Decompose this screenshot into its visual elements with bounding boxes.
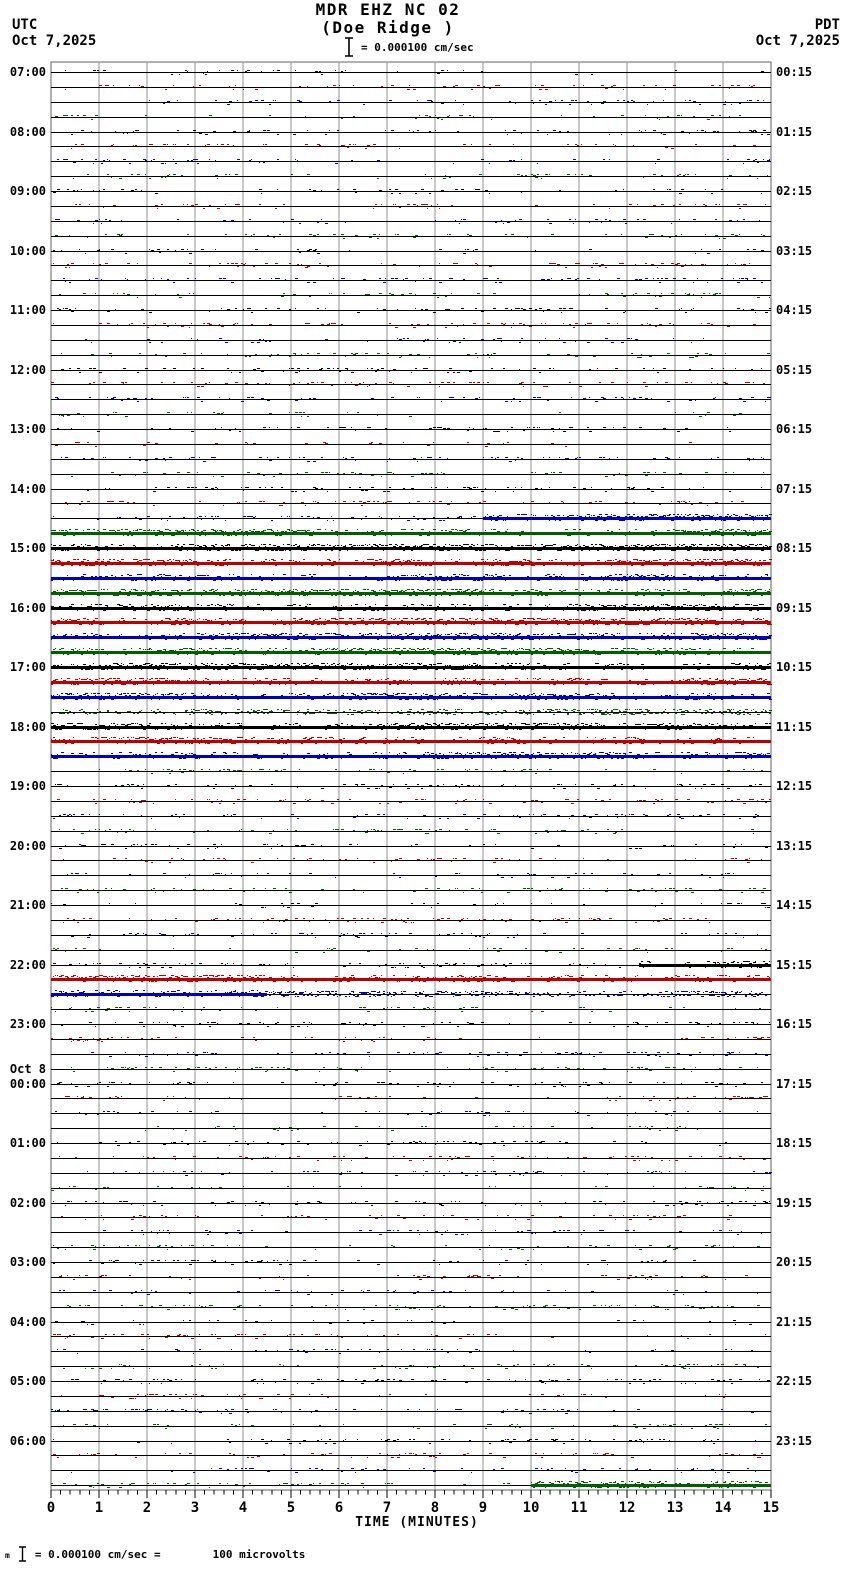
scale-bar-icon (345, 37, 353, 57)
utc-date: Oct 7,2025 (12, 33, 97, 49)
footer-scale-note: m = 0.000100 cm/sec = 100 microvolts (5, 1546, 305, 1562)
scale-bar-icon (18, 1546, 26, 1562)
utc-row-label: 19:00 (9, 779, 46, 793)
x-axis-title: TIME (MINUTES) (355, 1515, 479, 1530)
footer-scale-text: = 0.000100 cm/sec = (34, 1547, 161, 1561)
footer-sub-mark: m (5, 1551, 10, 1560)
pdt-label: PDT (814, 17, 840, 33)
pdt-row-label: 17:15 (776, 1076, 813, 1091)
axis-tick-label: 2 (142, 1500, 152, 1516)
axis-tick-label: 5 (286, 1500, 296, 1516)
utc-row-label: 05:00 (9, 1374, 46, 1388)
pdt-row-label: 08:15 (776, 541, 813, 555)
axis-tick-label: 14 (714, 1500, 732, 1516)
utc-row-label: 01:00 (9, 1136, 46, 1150)
utc-row-label: 15:00 (9, 541, 46, 555)
pdt-row-label: 05:15 (776, 362, 813, 377)
amplitude-scale-legend: = 0.000100 cm/sec (344, 37, 474, 57)
utc-header: UTC Oct 7,2025 (12, 17, 96, 49)
axis-tick-label: 0 (46, 1500, 56, 1516)
pdt-row-label: 22:15 (776, 1374, 813, 1388)
utc-row-label: 14:00 (9, 481, 46, 496)
pdt-row-label: 06:15 (776, 422, 813, 436)
pdt-row-label: 21:15 (776, 1314, 813, 1329)
station-title-block: MDR EHZ NC 02 (Doe Ridge ) (258, 1, 518, 37)
pdt-row-label: 09:15 (776, 600, 813, 615)
pdt-row-label: 03:15 (776, 243, 813, 258)
pdt-date: Oct 7,2025 (755, 33, 840, 49)
utc-row-label: 10:00 (9, 243, 46, 258)
utc-row-label: 06:00 (9, 1433, 46, 1448)
axis-tick-label: 15 (762, 1500, 780, 1516)
axis-tick-label: 6 (334, 1500, 344, 1516)
pdt-row-label: 02:15 (776, 184, 813, 198)
pdt-row-label: 04:15 (776, 303, 813, 317)
pdt-row-label: 00:15 (776, 65, 813, 79)
station-id: MDR EHZ NC 02 (315, 0, 461, 19)
utc-row-label: 03:00 (9, 1255, 46, 1269)
utc-row-label: 22:00 (9, 957, 46, 972)
utc-date-label: Oct 8 (9, 1061, 46, 1076)
axis-tick-label: 7 (382, 1500, 392, 1516)
axis-tick-label: 3 (190, 1500, 200, 1516)
utc-row-label: 18:00 (9, 719, 46, 734)
utc-row-label: 16:00 (9, 600, 46, 615)
scale-value: = 0.000100 cm/sec (361, 40, 474, 54)
utc-row-label: 20:00 (9, 838, 46, 853)
utc-row-label: 21:00 (9, 898, 46, 912)
pdt-row-label: 11:15 (776, 719, 813, 734)
utc-label: UTC (12, 17, 38, 33)
axis-tick-label: 10 (522, 1500, 540, 1516)
pdt-row-label: 19:15 (776, 1195, 813, 1210)
pdt-row-label: 14:15 (776, 898, 813, 912)
pdt-row-label: 18:15 (776, 1136, 813, 1150)
utc-row-label: 11:00 (9, 303, 46, 317)
axis-tick-label: 9 (478, 1500, 488, 1516)
axis-tick-label: 4 (238, 1500, 248, 1516)
axis-tick-label: 1 (94, 1500, 104, 1516)
pdt-row-label: 13:15 (776, 838, 813, 853)
pdt-header: PDT Oct 7,2025 (756, 17, 840, 49)
pdt-row-label: 16:15 (776, 1017, 813, 1031)
footer-equiv-text: 100 microvolts (212, 1547, 306, 1561)
pdt-row-label: 12:15 (776, 779, 813, 793)
utc-row-label: 02:00 (9, 1195, 46, 1210)
utc-row-label: 00:00 (9, 1076, 46, 1091)
station-location: (Doe Ridge ) (321, 18, 455, 37)
pdt-row-label: 23:15 (776, 1433, 813, 1448)
axis-tick-label: 11 (570, 1500, 588, 1516)
pdt-row-label: 07:15 (776, 481, 813, 496)
utc-row-label: 17:00 (9, 660, 46, 674)
utc-row-label: 08:00 (9, 124, 46, 139)
utc-row-label: 09:00 (9, 184, 46, 198)
utc-row-label: 23:00 (9, 1017, 46, 1031)
utc-row-label: 12:00 (9, 362, 46, 377)
utc-row-label: 04:00 (9, 1314, 46, 1329)
axis-tick-label: 12 (618, 1500, 636, 1516)
pdt-row-label: 01:15 (776, 124, 813, 139)
axis-tick-label: 8 (430, 1500, 440, 1516)
utc-row-label: 07:00 (9, 65, 46, 79)
pdt-row-label: 15:15 (776, 957, 813, 972)
axis-tick-label: 13 (666, 1500, 684, 1516)
utc-row-label: 13:00 (9, 422, 46, 436)
pdt-row-label: 20:15 (776, 1255, 813, 1269)
pdt-row-label: 10:15 (776, 660, 813, 674)
